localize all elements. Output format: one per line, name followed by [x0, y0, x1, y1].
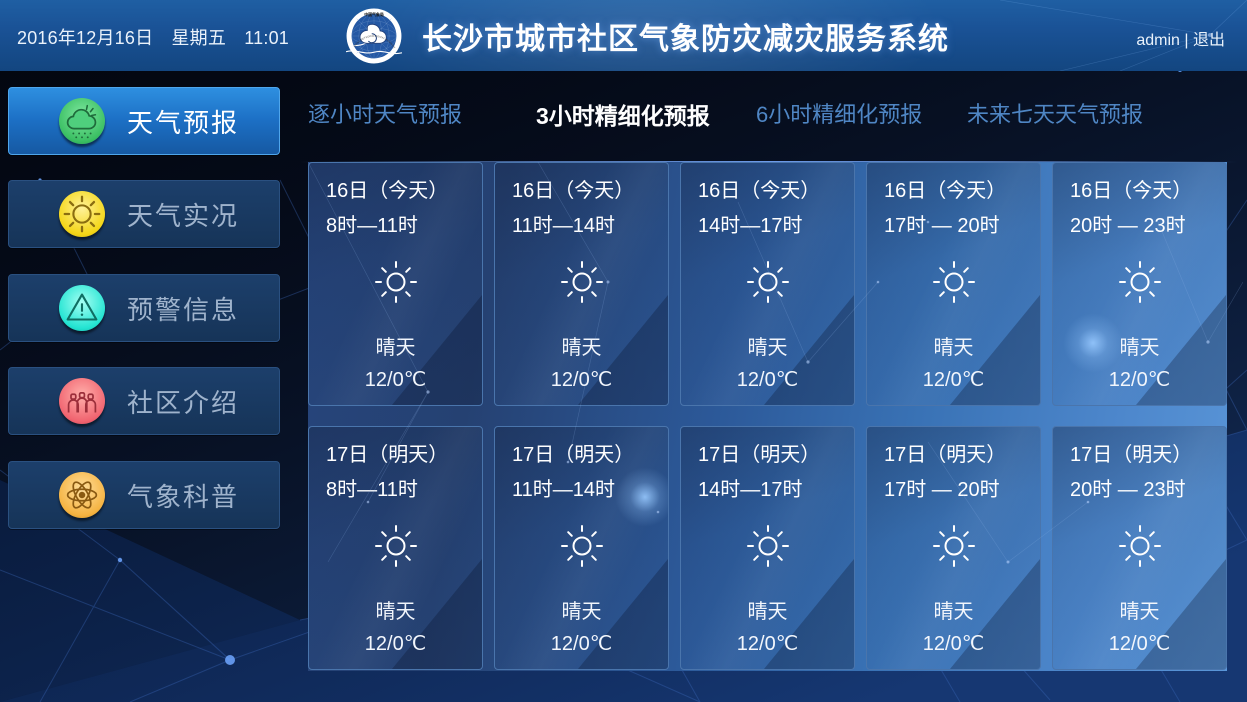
svg-text:中国气象局: 中国气象局 — [364, 12, 384, 17]
